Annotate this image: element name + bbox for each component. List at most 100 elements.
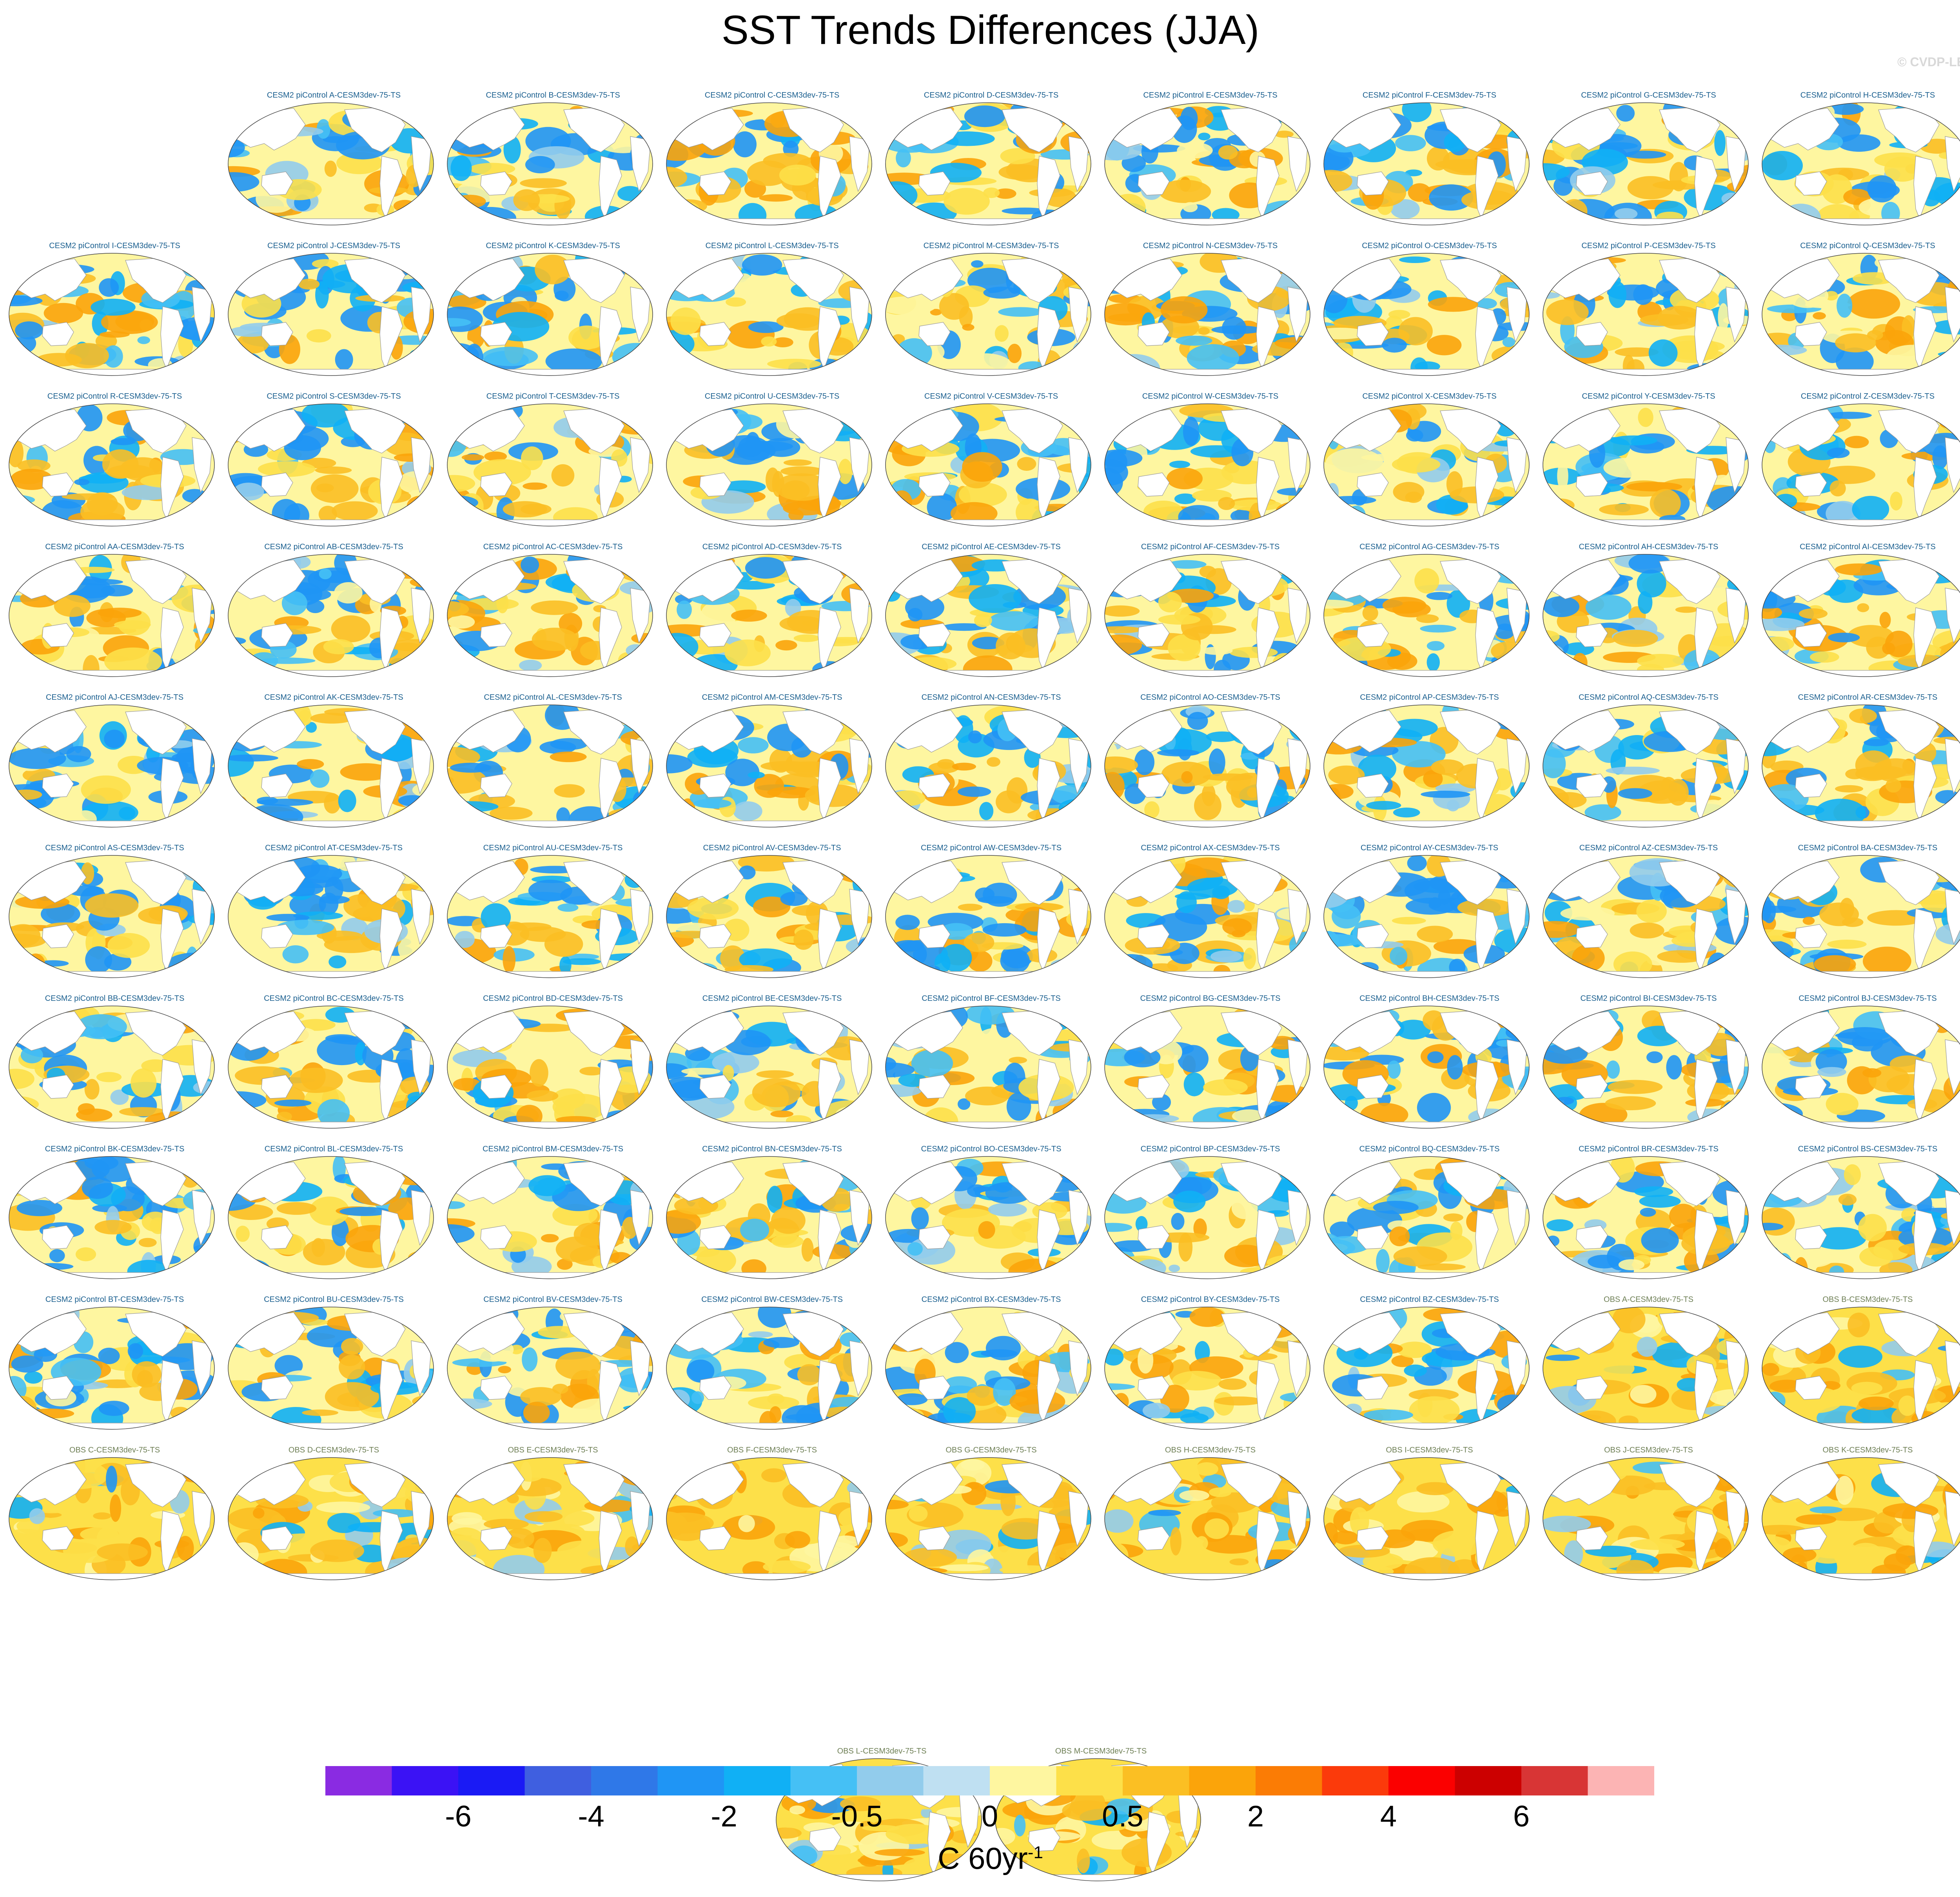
panel-title: CESM2 piControl AP-CESM3dev-75-TS [1323, 693, 1536, 702]
sst-anomaly-patch [884, 857, 923, 875]
sst-map [1323, 101, 1530, 227]
panel-title: CESM2 piControl AO-CESM3dev-75-TS [1103, 693, 1317, 702]
sst-anomaly-patch [338, 790, 356, 812]
panel-title: CESM2 piControl AD-CESM3dev-75-TS [665, 543, 879, 552]
sst-anomaly-patch [454, 1556, 485, 1575]
sst-map [1542, 703, 1749, 829]
sst-map [446, 1456, 654, 1581]
sst-map [1103, 402, 1311, 528]
map-panel: CESM2 piControl AF-CESM3dev-75-TS [1103, 543, 1317, 693]
sst-anomaly-patch [1837, 294, 1852, 318]
sst-anomaly-patch [555, 1352, 601, 1380]
panel-title: OBS A-CESM3dev-75-TS [1542, 1295, 1755, 1304]
panel-title: OBS G-CESM3dev-75-TS [884, 1446, 1098, 1455]
sst-anomaly-patch [1613, 630, 1658, 647]
sst-map [665, 1155, 873, 1280]
sst-anomaly-patch [1443, 1213, 1463, 1222]
sst-anomaly-patch [1327, 1312, 1367, 1319]
map-panel: CESM2 piControl AL-CESM3dev-75-TS [446, 693, 660, 843]
map-panel: CESM2 piControl BL-CESM3dev-75-TS [227, 1145, 441, 1295]
sst-anomaly-patch [450, 763, 492, 773]
sst-anomaly-patch [1389, 1227, 1410, 1247]
sst-map [8, 402, 216, 528]
sst-anomaly-patch [1813, 312, 1826, 319]
sst-anomaly-patch [1599, 504, 1649, 515]
panel-title: CESM2 piControl BS-CESM3dev-75-TS [1761, 1145, 1960, 1154]
panel-title: CESM2 piControl P-CESM3dev-75-TS [1542, 241, 1755, 251]
panel-title: CESM2 piControl AM-CESM3dev-75-TS [665, 693, 879, 702]
sst-anomaly-patch [1426, 592, 1452, 600]
sst-map [884, 553, 1092, 678]
sst-anomaly-patch [1886, 345, 1939, 371]
sst-anomaly-patch [407, 496, 434, 516]
panel-title: CESM2 piControl Z-CESM3dev-75-TS [1761, 392, 1960, 401]
sst-map [1542, 1004, 1749, 1130]
sst-map [1761, 101, 1960, 227]
sst-map [1323, 1305, 1530, 1431]
sst-anomaly-patch [1288, 1260, 1299, 1266]
sst-anomaly-patch [1383, 496, 1397, 505]
sst-map [446, 553, 654, 678]
sst-anomaly-patch [1187, 712, 1208, 730]
sst-anomaly-patch [666, 953, 692, 968]
sst-anomaly-patch [622, 1007, 654, 1027]
map-panel: CESM2 piControl M-CESM3dev-75-TS [884, 241, 1098, 392]
sst-anomaly-patch [968, 730, 982, 743]
sst-anomaly-patch [625, 871, 645, 888]
map-panel: OBS B-CESM3dev-75-TS [1761, 1295, 1960, 1445]
panel-title: CESM2 piControl BR-CESM3dev-75-TS [1542, 1145, 1755, 1154]
panel-title: CESM2 piControl AV-CESM3dev-75-TS [665, 844, 879, 853]
sst-anomaly-patch [524, 1511, 563, 1522]
sst-anomaly-patch [419, 1109, 435, 1122]
sst-map [665, 1456, 873, 1581]
sst-anomaly-patch [1637, 654, 1684, 668]
sst-anomaly-patch [884, 709, 902, 722]
sst-anomaly-patch [8, 811, 27, 825]
sst-anomaly-patch [1542, 1397, 1551, 1427]
sst-anomaly-patch [1323, 813, 1348, 828]
map-panel: CESM2 piControl AV-CESM3dev-75-TS [665, 844, 879, 994]
sst-anomaly-patch [1761, 210, 1789, 220]
sst-anomaly-patch [1420, 625, 1456, 633]
sst-anomaly-patch [964, 933, 995, 952]
sst-anomaly-patch [236, 1226, 250, 1242]
panel-title: CESM2 piControl AG-CESM3dev-75-TS [1323, 543, 1536, 552]
panel-title: CESM2 piControl BO-CESM3dev-75-TS [884, 1145, 1098, 1154]
sst-anomaly-patch [520, 178, 567, 188]
sst-anomaly-patch [1103, 252, 1123, 271]
sst-anomaly-patch [446, 257, 483, 268]
sst-anomaly-patch [1329, 1156, 1340, 1176]
sst-anomaly-patch [1203, 1079, 1248, 1096]
sst-anomaly-patch [181, 870, 211, 881]
map-panel: CESM2 piControl BS-CESM3dev-75-TS [1761, 1145, 1960, 1295]
map-panel: CESM2 piControl BG-CESM3dev-75-TS [1103, 994, 1317, 1144]
sst-anomaly-patch [96, 1072, 122, 1082]
sst-anomaly-patch [635, 703, 650, 728]
sst-anomaly-patch [423, 425, 435, 442]
sst-anomaly-patch [1762, 101, 1784, 125]
sst-map [1542, 553, 1749, 678]
panel-title: CESM2 piControl BX-CESM3dev-75-TS [884, 1295, 1098, 1304]
sst-anomaly-patch [8, 806, 23, 812]
sst-anomaly-patch [532, 628, 578, 651]
sst-anomaly-patch [469, 163, 515, 175]
sst-anomaly-patch [544, 931, 583, 957]
map-panel: CESM2 piControl C-CESM3dev-75-TS [665, 91, 879, 241]
sst-anomaly-patch [1323, 1410, 1354, 1419]
sst-anomaly-patch [748, 772, 765, 778]
sst-anomaly-patch [1427, 1051, 1444, 1063]
sst-anomaly-patch [752, 1078, 801, 1107]
sst-anomaly-patch [519, 660, 542, 671]
sst-anomaly-patch [1542, 507, 1566, 515]
sst-anomaly-patch [283, 945, 309, 963]
sst-map [1542, 252, 1749, 377]
sst-anomaly-patch [1938, 510, 1951, 521]
sst-map [884, 1004, 1092, 1130]
panel-title: CESM2 piControl J-CESM3dev-75-TS [227, 241, 441, 251]
sst-anomaly-patch [1641, 1227, 1679, 1253]
sst-anomaly-patch [11, 256, 43, 272]
sst-anomaly-patch [110, 1494, 121, 1522]
map-panel: CESM2 piControl R-CESM3dev-75-TS [8, 392, 221, 542]
sst-anomaly-patch [229, 1542, 259, 1566]
sst-anomaly-patch [1180, 107, 1198, 130]
